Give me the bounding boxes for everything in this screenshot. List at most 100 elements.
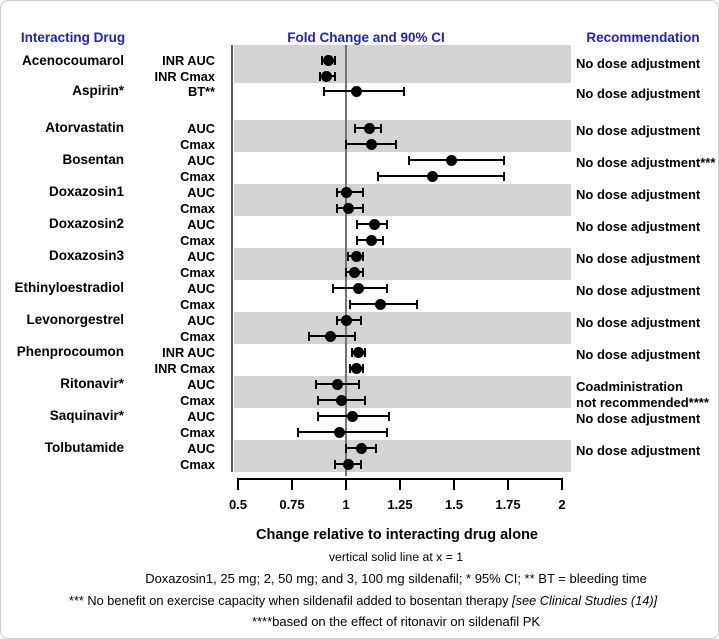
parameter-label: AUC (187, 184, 215, 200)
ci-cap-high (362, 251, 365, 261)
point-estimate-marker (366, 234, 378, 246)
row-band-tolbutamide (234, 440, 571, 472)
recommendation-line: not recommended**** (576, 395, 709, 410)
ci-cap-low (355, 235, 358, 245)
ci-cap-high (357, 379, 360, 389)
point-estimate-marker (336, 394, 348, 406)
footnote-reference-line: vertical solid line at x = 1 (21, 550, 705, 565)
recommendation-text: No dose adjustment (576, 411, 718, 427)
ci-cap-high (362, 267, 365, 277)
drug-label: Phenprocoumon (16, 344, 124, 359)
parameter-label: Cmax (180, 168, 215, 184)
point-estimate-marker (368, 218, 380, 230)
drug-label: Bosentan (62, 152, 124, 167)
recommendation-text: No dose adjustment (576, 251, 718, 267)
point-estimate-marker (323, 55, 335, 66)
point-estimate-marker (446, 154, 458, 166)
drug-label: Doxazosin3 (48, 248, 124, 263)
footnote-ritonavir-text: ****based on the effect of ritonavir on … (251, 614, 541, 629)
ci-cap-low (314, 379, 317, 389)
ci-cap-high (416, 299, 419, 309)
parameter-label: Cmax (180, 200, 215, 216)
ci-cap-low (349, 363, 352, 373)
footnote-bosentan-text: *** No benefit on exercise capacity when… (68, 593, 513, 608)
column-header-interacting-drug: Interacting Drug (20, 30, 126, 45)
ci-cap-high (364, 395, 367, 405)
point-estimate-marker (351, 250, 363, 262)
recommendation-line: No dose adjustment*** (576, 155, 716, 170)
parameter-label: AUC (187, 408, 215, 424)
parameter-label: Cmax (180, 392, 215, 408)
point-estimate-marker (426, 170, 438, 182)
ci-cap-high (388, 411, 391, 421)
parameter-label: INR AUC (162, 53, 215, 68)
recommendation-text: No dose adjustment (576, 443, 718, 459)
drug-label: Doxazosin2 (48, 216, 124, 231)
recommendation-line: Coadministration (576, 379, 683, 394)
ci-cap-high (502, 155, 505, 165)
ci-cap-low (336, 203, 339, 213)
ci-cap-high (362, 203, 365, 213)
ci-cap-low (345, 139, 347, 149)
ci-cap-high (386, 283, 389, 293)
x-axis-tick (345, 478, 347, 490)
ci-cap-high (502, 171, 505, 181)
parameter-label: AUC (187, 440, 215, 456)
point-estimate-marker (353, 282, 365, 294)
recommendation-text: No dose adjustment (576, 283, 718, 299)
parameter-label: AUC (187, 376, 215, 392)
parameter-label: AUC (187, 248, 215, 264)
ci-cap-low (407, 155, 410, 165)
row-band-ritonavir (234, 376, 571, 408)
parameter-label: Cmax (180, 296, 215, 312)
footnote-bosentan: *** No benefit on exercise capacity when… (21, 593, 705, 608)
parameter-label: AUC (187, 120, 215, 136)
ci-cap-high (381, 235, 384, 245)
recommendation-text: No dose adjustment (576, 56, 718, 72)
x-axis-tick (291, 478, 293, 490)
recommendation-line: No dose adjustment (576, 251, 701, 266)
point-estimate-marker (349, 266, 361, 278)
ci-cap-low (297, 427, 300, 437)
recommendation-line: No dose adjustment (576, 283, 701, 298)
ci-cap-low (345, 267, 347, 277)
point-estimate-marker (340, 186, 352, 198)
ci-cap-low (353, 123, 356, 133)
parameter-label: Cmax (180, 264, 215, 280)
parameter-label: Cmax (180, 456, 215, 472)
parameter-label: AUC (187, 280, 215, 296)
footnote-clinical-studies-reference: [see Clinical Studies (14)] (512, 593, 658, 608)
recommendation-line: No dose adjustment (576, 55, 701, 71)
ci-cap-high (386, 427, 389, 437)
ci-cap-high (362, 363, 365, 373)
ci-cap-low (377, 171, 380, 181)
parameter-label: AUC (187, 312, 215, 328)
point-estimate-marker (342, 458, 354, 470)
ci-bar (324, 90, 405, 92)
x-axis-tick-label: 1.75 (495, 497, 521, 512)
ci-cap-high (362, 187, 365, 197)
recommendation-line: No dose adjustment (576, 219, 701, 234)
recommendation-line: No dose adjustment (576, 123, 701, 138)
x-axis-tick-label: 0.75 (279, 497, 305, 512)
point-estimate-marker (325, 330, 337, 342)
row-band-doxazosin1 (234, 184, 571, 216)
footnote-reference-line-text: vertical solid line at x = 1 (328, 550, 464, 564)
point-estimate-marker (351, 85, 363, 97)
footnote-ritonavir: ****based on the effect of ritonavir on … (21, 614, 705, 629)
ci-cap-high (334, 71, 337, 81)
ci-cap-low (332, 283, 335, 293)
point-estimate-marker (351, 362, 363, 374)
x-axis-tick (453, 478, 455, 490)
recommendation-text: No dose adjustment (576, 86, 718, 102)
drug-label: Atorvastatin (45, 120, 124, 135)
ci-cap-low (336, 315, 339, 325)
recommendation-line: No dose adjustment (576, 443, 701, 458)
ci-cap-low (308, 331, 311, 341)
ci-cap-low (319, 71, 322, 81)
recommendation-line: No dose adjustment (576, 187, 701, 202)
drug-label: Saquinavir* (49, 408, 124, 423)
drug-label: Tolbutamide (44, 440, 124, 455)
ci-cap-high (364, 347, 367, 357)
